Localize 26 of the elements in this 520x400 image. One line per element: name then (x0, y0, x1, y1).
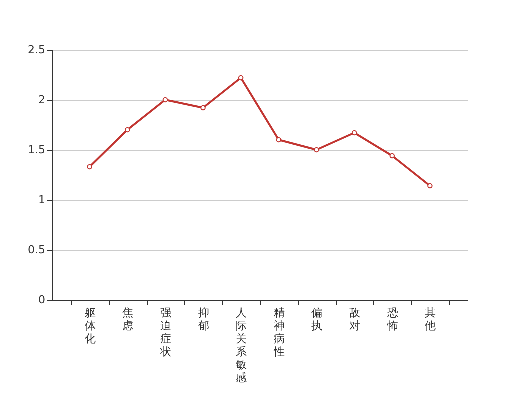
point (314, 147, 320, 153)
y-tick-label: 2.5 (28, 44, 46, 56)
x-tick-label: 强迫症状 (159, 306, 172, 358)
x-tick-label: 精神病性 (272, 306, 285, 358)
y-tick-label: 2 (38, 94, 46, 106)
x-tick-label: 恐怖 (386, 306, 398, 332)
point (200, 105, 206, 111)
point (238, 75, 244, 81)
y-tick-label: 0 (38, 294, 46, 306)
point (87, 164, 92, 170)
y-tick-label: 1 (38, 194, 46, 206)
point (162, 97, 168, 103)
y-tick-label: 0.5 (28, 244, 46, 256)
point (428, 183, 433, 189)
point (125, 127, 130, 133)
point (276, 137, 282, 143)
y-tick-label: 1.5 (28, 144, 46, 156)
x-tick-label: 敌对 (350, 306, 361, 332)
x-tick-label: 躯体化 (84, 306, 96, 346)
x-tick-label: 抑郁 (198, 306, 210, 332)
point (352, 130, 358, 136)
x-tick-label: 偏执 (312, 306, 323, 332)
point (390, 153, 395, 159)
x-tick-label: 焦虑 (122, 306, 134, 332)
x-tick-label: 人际关系敏感 (236, 306, 248, 384)
x-tick-label: 其他 (425, 306, 436, 332)
